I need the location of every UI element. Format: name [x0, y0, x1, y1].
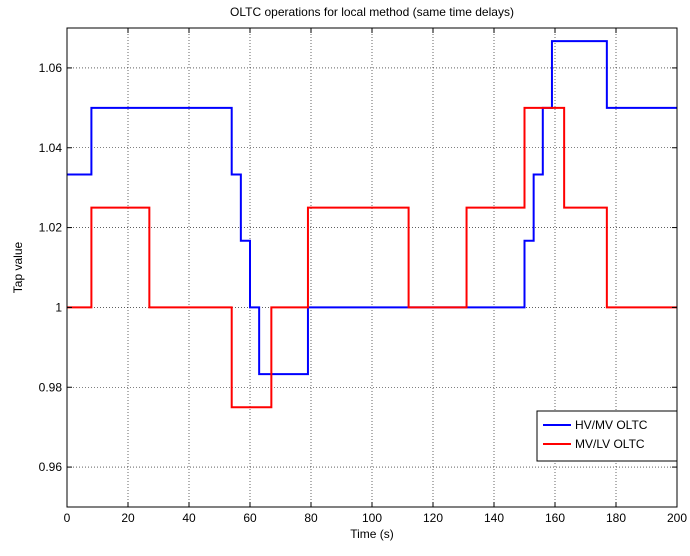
legend-label: MV/LV OLTC	[575, 437, 645, 451]
legend: HV/MV OLTC MV/LV OLTC	[536, 410, 678, 462]
x-axis-label: Time (s)	[350, 527, 394, 541]
series-layer	[67, 40, 677, 409]
x-tick-label: 80	[304, 511, 318, 525]
y-axis-label: Tap value	[11, 241, 25, 293]
y-tick-label: 1	[55, 300, 62, 314]
series-line-mv-lv	[67, 106, 677, 409]
y-tick-label: 1.02	[39, 221, 63, 235]
x-tick-label: 180	[606, 511, 626, 525]
x-tick-label: 120	[423, 511, 443, 525]
x-tick-label: 0	[64, 511, 71, 525]
y-tick-label: 1.04	[39, 141, 63, 155]
legend-box	[536, 410, 678, 462]
y-tick-label: 0.96	[39, 460, 63, 474]
y-tick-label: 0.98	[39, 380, 63, 394]
x-tick-label: 100	[362, 511, 382, 525]
legend-label: HV/MV OLTC	[575, 418, 648, 432]
x-tick-label: 160	[545, 511, 565, 525]
series-line-hv-mv	[67, 40, 677, 376]
x-tick-label: 60	[243, 511, 257, 525]
x-tick-label: 40	[182, 511, 196, 525]
chart-title: OLTC operations for local method (same t…	[230, 5, 514, 19]
y-tick-label: 1.06	[39, 61, 63, 75]
x-tick-label: 20	[121, 511, 135, 525]
x-tick-label: 140	[484, 511, 504, 525]
x-tick-label: 200	[667, 511, 687, 525]
axis-ticks: 0 20 40 60 80 100 120 140 160 180 200 0.96 0.98 1 1.02…	[39, 28, 687, 525]
